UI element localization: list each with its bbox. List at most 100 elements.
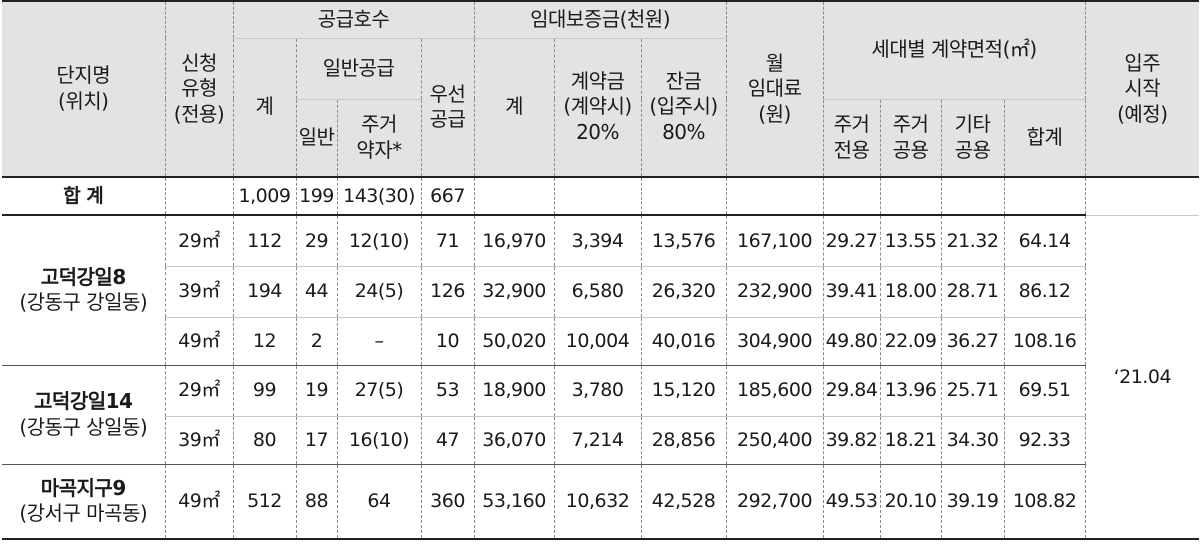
header-complex-name: 단지명 (위치) [2, 0, 166, 178]
balance-cell: 13,576 [640, 214, 727, 267]
balance-cell: 26,320 [640, 265, 727, 318]
header-residential-exclusive: 주거 전용 [822, 98, 881, 178]
res-common-cell: 18.21 [879, 415, 942, 465]
type-cell: 39㎡ [164, 265, 234, 318]
type-cell: 29㎡ [164, 214, 234, 267]
table-row: 39㎡ 80 17 16(10) 47 36,070 7,214 28,856 … [2, 415, 1199, 465]
type-cell: 49㎡ [164, 463, 234, 540]
table-row: 마곡지구9 (강서구 마곡동) 49㎡ 512 88 64 360 53,160 … [2, 463, 1199, 540]
contract-cell: 3,780 [553, 364, 642, 417]
supply-total-cell: 112 [232, 214, 297, 267]
complex-cell: 고덕강일14 (강동구 상일동) [2, 364, 166, 465]
header-housing-vulnerable: 주거 약자* [336, 98, 422, 178]
table-row: 39㎡ 194 44 24(5) 126 32,900 6,580 26,320… [2, 265, 1199, 318]
res-common-cell: 18.00 [879, 265, 942, 318]
balance-cell: 28,856 [640, 415, 727, 465]
area-total-cell: 108.82 [1003, 463, 1086, 540]
contract-cell: 3,394 [553, 214, 642, 267]
general-cell: 2 [295, 316, 338, 366]
general-cell: 19 [295, 364, 338, 417]
contract-cell: 10,004 [553, 316, 642, 366]
res-excl-cell: 29.84 [822, 364, 881, 417]
other-common-cell: 34.30 [940, 415, 1005, 465]
supply-total-cell: 99 [232, 364, 297, 417]
vulnerable-cell: – [336, 316, 422, 366]
contract-cell: 7,214 [553, 415, 642, 465]
header-balance: 잔금 (입주시) 80% [640, 37, 727, 178]
header-monthly-rent: 월 임대료 (원) [725, 0, 824, 178]
header-area-total: 합계 [1003, 98, 1086, 178]
vulnerable-cell: 27(5) [336, 364, 422, 417]
other-common-cell: 39.19 [940, 463, 1005, 540]
res-common-cell: 13.96 [879, 364, 942, 417]
general-cell: 29 [295, 214, 338, 267]
general-cell: 44 [295, 265, 338, 318]
vulnerable-cell: 64 [336, 463, 422, 540]
other-common-cell: 28.71 [940, 265, 1005, 318]
move-in-date: ‘21.04 [1084, 214, 1200, 540]
header-deposit: 임대보증금(천원) [473, 0, 727, 39]
header-deposit-total: 계 [473, 37, 555, 178]
balance-cell: 42,528 [640, 463, 727, 540]
deposit-total-cell: 53,160 [473, 463, 555, 540]
type-cell: 49㎡ [164, 316, 234, 366]
complex-cell: 고덕강일8 (강동구 강일동) [2, 214, 166, 366]
area-total-cell: 108.16 [1003, 316, 1086, 366]
header-other-common: 기타 공용 [940, 98, 1005, 178]
priority-cell: 71 [420, 214, 475, 267]
res-common-cell: 22.09 [879, 316, 942, 366]
header-supply-units: 공급호수 [232, 0, 475, 39]
contract-cell: 6,580 [553, 265, 642, 318]
rent-cell: 250,400 [725, 415, 824, 465]
deposit-total-cell: 16,970 [473, 214, 555, 267]
priority-cell: 10 [420, 316, 475, 366]
rental-supply-table: 단지명 (위치) 신청 유형 (전용) 공급호수 임대보증금(천원) 월 임대료 (원) … [2, 0, 1200, 540]
supply-total-cell: 80 [232, 415, 297, 465]
res-excl-cell: 49.80 [822, 316, 881, 366]
other-common-cell: 36.27 [940, 316, 1005, 366]
vulnerable-cell: 12(10) [336, 214, 422, 267]
table-row: 고덕강일14 (강동구 상일동) 29㎡ 99 19 27(5) 53 18,90… [2, 364, 1199, 465]
other-common-cell: 25.71 [940, 364, 1005, 417]
res-common-cell: 13.55 [879, 214, 942, 267]
header-general: 일반 [295, 98, 338, 178]
rent-cell: 232,900 [725, 265, 824, 318]
rent-cell: 167,100 [725, 214, 824, 267]
type-cell: 29㎡ [164, 364, 234, 417]
total-type-cell [164, 176, 234, 216]
general-cell: 88 [295, 463, 338, 540]
area-total-cell: 86.12 [1003, 265, 1086, 318]
priority-cell: 360 [420, 463, 475, 540]
supply-total-cell: 12 [232, 316, 297, 366]
vulnerable-cell: 16(10) [336, 415, 422, 465]
header-supply-total: 계 [232, 37, 297, 178]
header-move-in: 입주 시작 (예정) [1084, 0, 1200, 178]
total-vulnerable: 143(30) [336, 176, 422, 216]
res-excl-cell: 39.82 [822, 415, 881, 465]
table-row: 고덕강일8 (강동구 강일동) 29㎡ 112 29 12(10) 71 16,9… [2, 214, 1200, 540]
total-row: 합 계 1,009 199 143(30) 667 [2, 176, 1200, 216]
rent-cell: 304,900 [725, 316, 824, 366]
area-total-cell: 69.51 [1003, 364, 1086, 417]
table-row: 49㎡ 12 2 – 10 50,020 10,004 40,016 304,9… [2, 316, 1199, 366]
header-application-type: 신청 유형 (전용) [164, 0, 234, 178]
res-excl-cell: 29.27 [822, 214, 881, 267]
res-excl-cell: 49.53 [822, 463, 881, 540]
area-total-cell: 64.14 [1003, 214, 1086, 267]
deposit-total-cell: 36,070 [473, 415, 555, 465]
total-supply: 1,009 [232, 176, 297, 216]
res-common-cell: 20.10 [879, 463, 942, 540]
total-general: 199 [295, 176, 338, 216]
header-general-supply: 일반공급 [295, 37, 422, 100]
area-total-cell: 92.33 [1003, 415, 1086, 465]
header-priority-supply: 우선 공급 [420, 37, 475, 178]
header-residential-common: 주거 공용 [879, 98, 942, 178]
deposit-total-cell: 32,900 [473, 265, 555, 318]
contract-cell: 10,632 [553, 463, 642, 540]
supply-total-cell: 512 [232, 463, 297, 540]
total-label: 합 계 [2, 176, 166, 216]
other-common-cell: 21.32 [940, 214, 1005, 267]
total-priority: 667 [420, 176, 475, 216]
priority-cell: 47 [420, 415, 475, 465]
type-cell: 39㎡ [164, 415, 234, 465]
